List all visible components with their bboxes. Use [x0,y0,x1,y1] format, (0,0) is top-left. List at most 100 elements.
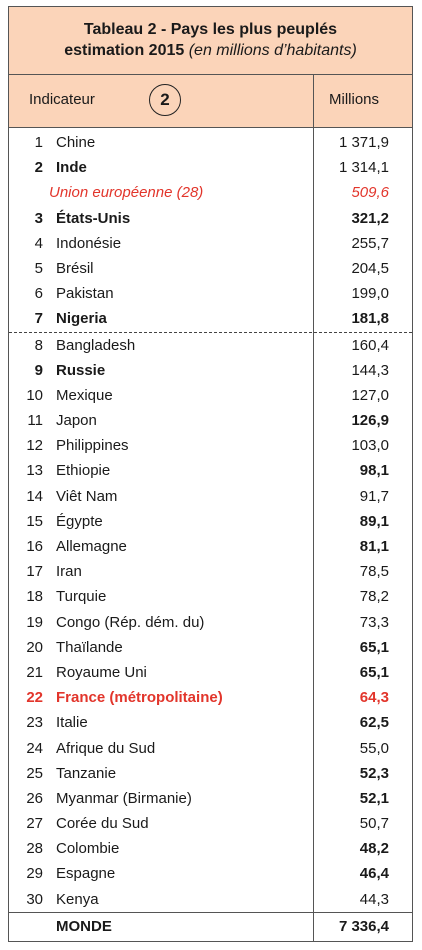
population-value: 78,2 [359,588,389,606]
population-value: 73,3 [359,613,389,631]
country-name: Royaume Uni [56,663,147,681]
total-row: MONDE 7 336,4 [9,912,412,941]
country-name: Turquie [56,588,107,606]
population-value: 204,5 [351,259,389,277]
table-row: 13 Ethiopie 98,1 [9,458,412,483]
table-row: 22 France (métropolitaine) 64,3 [9,685,412,710]
rank: 17 [26,563,43,581]
country-name: Inde [56,159,87,177]
population-value: 78,5 [359,563,389,581]
country-name: Myanmar (Birmanie) [56,789,192,807]
table-row: 2 Inde 1 314,1 [9,155,412,180]
rank: 25 [26,764,43,782]
population-value: 255,7 [351,234,389,252]
table-row: 16 Allemagne 81,1 [9,534,412,559]
population-value: 1 314,1 [338,159,389,177]
table-row: 28 Colombie 48,2 [9,836,412,861]
table-row: 6 Pakistan 199,0 [9,281,412,306]
country-name: Brésil [56,259,94,277]
country-name: États-Unis [56,209,131,227]
rank: 22 [26,689,43,707]
table-row: 27 Corée du Sud 50,7 [9,811,412,836]
population-value: 199,0 [351,285,389,303]
population-value: 44,3 [359,890,389,908]
rank: 30 [26,890,43,908]
rank: 23 [26,714,43,732]
table-body: 1 Chine 1 371,9 2 Inde 1 314,1 Union européenn… [9,128,412,912]
table-row: 3 États-Unis 321,2 [9,206,412,231]
population-value: 65,1 [359,638,389,656]
table-row: 12 Philippines 103,0 [9,433,412,458]
header: Tableau 2 - Pays les plus peuplés estima… [9,7,412,75]
rank: 29 [26,865,43,883]
population-value: 65,1 [359,663,389,681]
rank: 8 [34,336,43,354]
total-label: MONDE [56,918,112,935]
rank: 21 [26,663,43,681]
rank: 11 [27,412,43,430]
rank: 12 [26,437,43,455]
country-name: Tanzanie [56,764,117,782]
country-name: Kenya [56,890,99,908]
population-value: 103,0 [351,437,389,455]
table-row: 24 Afrique du Sud 55,0 [9,736,412,761]
rank: 4 [34,234,43,252]
population-value: 50,7 [359,815,389,833]
table-row: 26 Myanmar (Birmanie) 52,1 [9,786,412,811]
country-name: Indonésie [56,234,122,252]
rank: 3 [34,209,43,227]
table-row: 14 Viêt Nam 91,7 [9,484,412,509]
column-header: Indicateur 2 Millions [9,75,412,128]
population-value: 89,1 [359,512,389,530]
country-name: Bangladesh [56,336,136,354]
rank: 14 [26,487,43,505]
country-name: Afrique du Sud [56,739,156,757]
rank: 16 [26,538,43,555]
table-row: 8 Bangladesh 160,4 [9,331,412,358]
country-name: Iran [56,563,82,581]
badge: 2 [149,84,181,116]
rank: 1 [34,134,43,151]
table-row: 9 Russie 144,3 [9,358,412,383]
population-value: 52,1 [359,789,389,807]
rank: 20 [26,638,43,656]
country-name: Thaïlande [56,638,123,656]
rank: 9 [34,361,43,379]
rank: 18 [26,588,43,606]
rank: 13 [26,462,43,480]
population-value: 160,4 [351,336,389,354]
title: Tableau 2 - Pays les plus peuplés [83,21,338,38]
subtitle: estimation 2015 (en millions d’habitants… [9,40,412,61]
table-row: 1 Chine 1 371,9 [9,130,412,155]
table-row: 10 Mexique 127,0 [9,383,412,408]
table-row: 19 Congo (Rép. dém. du) 73,3 [9,610,412,635]
table-row: 25 Tanzanie 52,3 [9,761,412,786]
population-value: 64,3 [359,689,389,707]
country-name: Russie [56,361,106,379]
total-value: 7 336,4 [338,918,389,935]
population-value: 144,3 [351,361,389,379]
population-value: 127,0 [351,386,389,404]
population-value: 52,3 [359,764,389,782]
rank: 27 [26,815,43,833]
rank: 19 [26,613,43,631]
country-name: Pakistan [56,285,114,303]
population-value: 126,9 [351,412,389,430]
country-name: France (métropolitaine) [56,689,223,707]
rank: 2 [34,159,43,177]
table-row: 17 Iran 78,5 [9,559,412,584]
table-row: 4 Indonésie 255,7 [9,231,412,256]
country-name: Japon [56,412,97,430]
country-name: Ethiopie [56,462,111,480]
indicator-header: Indicateur [29,91,95,108]
column-divider [313,75,314,941]
rank: 10 [26,386,43,404]
country-name: Union européenne (28) [49,184,204,202]
value-header: Millions [329,91,380,108]
table-row: Union européenne (28) 509,6 [9,180,412,205]
country-name: Nigeria [56,310,107,328]
population-value: 48,2 [359,840,389,858]
population-value: 321,2 [351,209,389,227]
country-name: Philippines [56,437,129,455]
